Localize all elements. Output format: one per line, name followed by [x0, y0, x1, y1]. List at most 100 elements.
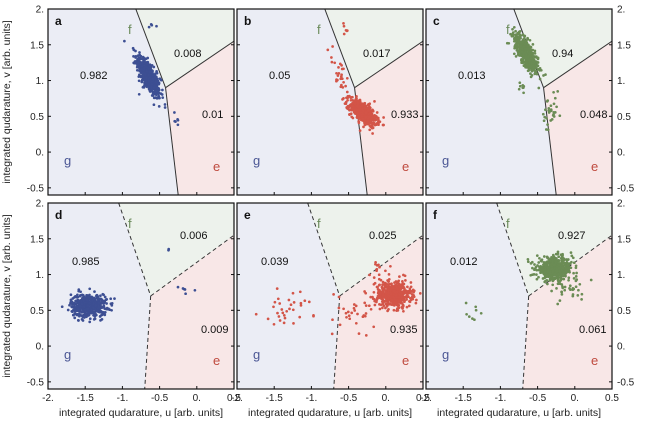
data-point: [82, 315, 85, 319]
data-point: [397, 306, 401, 310]
data-point: [140, 61, 144, 64]
data-point: [551, 259, 555, 263]
region-label-e: e: [591, 159, 598, 174]
fraction-f: 0.017: [363, 48, 391, 60]
data-point: [76, 318, 80, 322]
data-point: [371, 108, 374, 112]
data-point: [580, 292, 584, 296]
data-point: [522, 91, 525, 95]
region-e: [354, 41, 423, 195]
data-point: [530, 62, 533, 65]
data-point: [147, 83, 151, 86]
data-point: [272, 322, 276, 326]
data-point: [519, 44, 523, 48]
y-tick-label: -0.5: [27, 377, 45, 388]
region-g: [426, 203, 529, 389]
cluster-e: [341, 94, 385, 135]
data-point: [367, 115, 371, 119]
data-point: [156, 80, 160, 83]
data-point: [578, 282, 582, 286]
data-point: [77, 288, 81, 291]
data-point: [561, 274, 565, 278]
region-g: [48, 9, 179, 195]
data-point: [547, 261, 550, 265]
fraction-e: 0.935: [390, 324, 418, 336]
data-point: [474, 308, 478, 312]
data-point: [404, 279, 407, 282]
data-point: [345, 315, 348, 319]
region-label-f: f: [128, 216, 132, 231]
data-point: [546, 282, 549, 286]
data-point: [71, 310, 74, 314]
data-point: [382, 293, 385, 297]
data-point: [533, 66, 537, 69]
data-point: [97, 298, 101, 301]
data-point: [161, 88, 164, 92]
data-point: [184, 292, 187, 296]
data-point: [358, 129, 362, 132]
data-point: [150, 85, 153, 89]
data-point: [145, 70, 148, 73]
data-point: [512, 52, 516, 56]
data-point: [549, 275, 553, 278]
data-point: [367, 304, 371, 308]
data-point: [342, 307, 345, 311]
region-label-g: g: [64, 153, 71, 168]
data-point: [553, 273, 557, 276]
data-point: [364, 334, 368, 337]
data-point: [291, 308, 295, 312]
data-point: [72, 301, 76, 305]
data-point: [521, 83, 525, 87]
data-point: [387, 301, 390, 305]
data-point: [410, 295, 414, 299]
data-point: [384, 291, 388, 295]
cluster-e: [363, 274, 422, 313]
data-point: [372, 325, 376, 329]
data-point: [281, 311, 285, 315]
data-point: [173, 111, 176, 114]
fraction-f: 0.94: [552, 48, 573, 60]
data-point: [360, 115, 364, 118]
data-point: [538, 77, 542, 81]
data-point: [572, 271, 575, 275]
data-point: [89, 298, 92, 301]
data-point: [522, 34, 526, 38]
cluster-f: [342, 22, 349, 36]
cluster-e: [173, 111, 180, 127]
data-point: [409, 285, 413, 289]
data-point: [78, 304, 82, 308]
data-point: [473, 318, 476, 322]
data-point: [273, 300, 277, 304]
region-g: [237, 9, 368, 195]
data-point: [163, 103, 167, 106]
y-tick-label-right: 1.: [617, 270, 625, 281]
data-point: [101, 292, 105, 296]
region-e: [543, 41, 612, 195]
panel-frame: [236, 8, 424, 196]
data-point: [560, 268, 564, 272]
y-tick-label-right: 0.5: [617, 306, 631, 317]
data-point: [568, 284, 572, 288]
data-point: [366, 106, 370, 110]
data-point: [363, 314, 367, 318]
data-point: [537, 86, 541, 90]
data-point: [514, 35, 518, 39]
data-point: [282, 321, 286, 325]
data-point: [150, 79, 154, 83]
data-point: [152, 92, 155, 96]
data-point: [543, 268, 547, 272]
y-axis-label: integrated qudarature, v [arb. units]: [1, 20, 13, 184]
data-point: [533, 49, 537, 53]
fraction-g: 0.982: [80, 70, 108, 82]
data-point: [576, 294, 580, 297]
data-point: [474, 305, 478, 309]
boundary-fe: [543, 40, 612, 89]
data-point: [350, 107, 354, 110]
data-point: [76, 295, 80, 299]
data-point: [571, 256, 575, 260]
boundary-fe: [165, 40, 234, 89]
data-point: [303, 299, 307, 303]
data-point: [577, 288, 580, 292]
data-point: [563, 285, 567, 289]
data-point: [276, 311, 279, 315]
